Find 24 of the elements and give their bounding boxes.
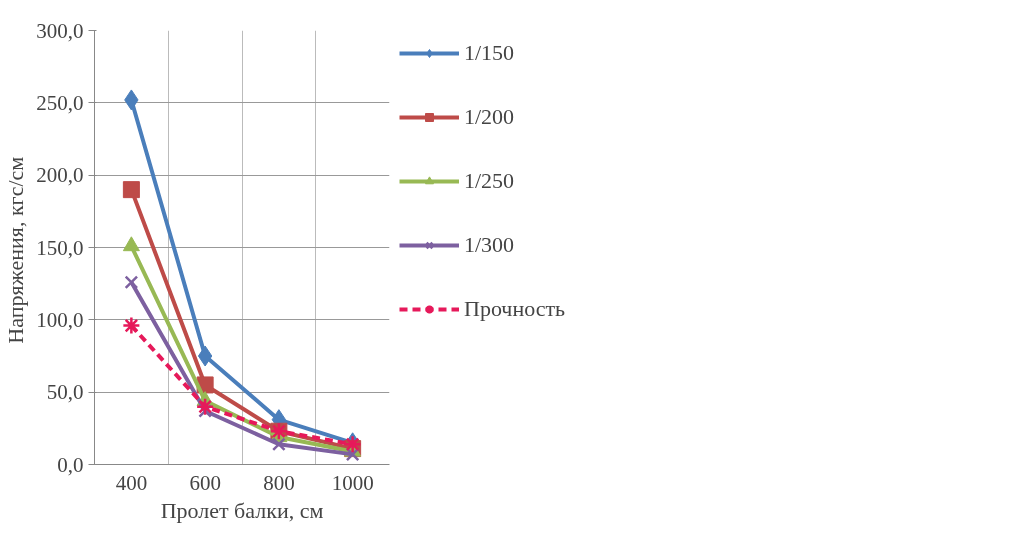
x-tick-label: 1000 [331,470,374,495]
y-tick-label: 150,0 [36,235,84,260]
x-tick-label: 600 [189,470,221,495]
y-tick-label: 200,0 [36,163,84,188]
point [122,316,141,335]
point [122,181,140,199]
legend-label: 1/250 [464,168,515,194]
y-axis-title: Напряжения, кгс/см [3,156,29,344]
point [195,397,215,416]
legend-label: Прочность [464,296,566,322]
y-tick-label: 50,0 [46,380,84,405]
y-tick-label: 0,0 [57,452,84,477]
y-tick-label: 250,0 [36,90,84,115]
x-tick-label: 800 [263,470,295,495]
x-axis-title: Пролет балки, см [160,497,324,523]
y-tick-label: 100,0 [36,307,84,332]
point [197,345,213,367]
legend-label: 1/300 [464,232,515,258]
legend-label: 1/200 [464,104,515,130]
legend-label: 1/150 [464,40,515,66]
point [124,275,139,290]
y-tick-label: 300,0 [36,18,84,43]
point [271,437,286,452]
x-tick-label: 400 [115,470,148,495]
